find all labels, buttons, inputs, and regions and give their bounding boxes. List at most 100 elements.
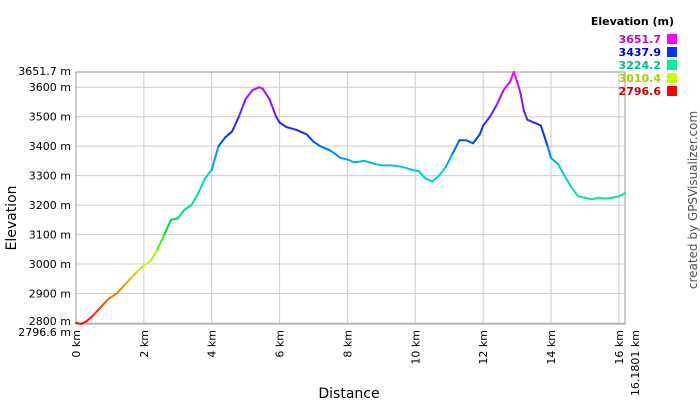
profile-segment [488,103,498,118]
profile-segment [261,87,271,101]
profile-segment [451,139,461,155]
legend: Elevation (m) 3651.73437.93224.23010.427… [591,15,677,98]
profile-segment [556,162,566,177]
y-tick-label: 3651.7 m [18,65,71,78]
profile-segment [465,139,474,145]
x-axis-ticks: 0 km 2 km 4 km 6 km 8 km 10 km 12 km 14 km 16 km… [70,330,642,396]
profile-segment [611,195,620,199]
profile-segment [190,192,200,207]
y-tick-label: 3000 m [29,258,71,271]
y-tick-label: 3500 m [29,111,71,124]
elevation-profile-line [75,71,626,325]
legend-swatch [667,60,677,70]
x-tick-label: 10 km [409,330,422,365]
profile-segment [319,145,332,152]
profile-segment [471,133,481,145]
profile-segment [183,204,193,211]
profile-segment [522,109,529,121]
profile-segment [363,159,376,165]
profile-segment [546,145,553,159]
y-axis-title: Elevation [4,185,20,250]
profile-segment [278,121,288,129]
profile-segment [210,145,220,171]
legend-value: 3437.9 [619,46,661,59]
profile-segment [583,196,593,201]
profile-segment [91,307,101,317]
profile-segment [617,192,626,198]
profile-segment [170,217,179,221]
profile-segment [417,170,427,180]
profile-segment [431,174,441,183]
profile-segment [604,196,614,200]
profile-segment [142,260,152,267]
profile-segment [275,115,281,124]
profile-segment [197,177,206,195]
profile-segment [312,140,322,148]
plot-frame [75,71,626,325]
profile-segment [516,80,522,95]
y-tick-label: 3300 m [29,170,71,183]
profile-segment [231,115,240,133]
profile-segment [237,98,247,118]
profile-segment [149,248,159,263]
profile-segment [495,89,505,106]
x-tick-label: 6 km [274,330,287,358]
profile-segment [339,156,349,161]
profile-segment [373,162,383,167]
legend-swatch [667,47,677,57]
x-tick-label: 8 km [341,330,354,358]
profile-segment [424,177,434,183]
y-tick-label: 3100 m [29,229,71,242]
credit-text: created by GPSVisualizer.com [686,111,700,289]
profile-segment [98,299,108,310]
profile-segment [353,159,366,164]
legend-value: 3224.2 [619,59,661,72]
profile-segment [526,118,536,124]
y-tick-label: 3400 m [29,140,71,153]
profile-segment [512,71,519,83]
legend-value: 3651.7 [619,33,661,46]
profile-segment [539,124,549,148]
profile-segment [478,124,485,136]
profile-segment [502,80,512,92]
profile-segment [597,196,607,200]
x-tick-label: 14 km [545,330,558,365]
profile-segment [244,89,254,101]
profile-segment [305,133,315,143]
profile-segment [550,156,559,165]
profile-segment [136,264,145,273]
profile-segment [400,165,413,171]
x-tick-label: 4 km [206,330,219,358]
legend-swatch [667,86,677,96]
x-tick-label: 16 km [613,330,626,365]
profile-segment [577,195,586,199]
legend-swatch [667,34,677,44]
y-tick-label: 3600 m [29,81,71,94]
x-tick-label: 0 km [70,330,83,358]
y-tick-label: 2796.6 m [18,326,71,339]
profile-segment [85,314,94,323]
profile-segment [329,149,342,159]
legend-value: 3010.4 [619,72,662,85]
profile-segment [482,115,491,127]
profile-segment [156,233,166,251]
profile-segment [563,174,573,189]
x-tick-label: 2 km [138,330,151,358]
profile-segment [346,158,356,164]
profile-segment [115,285,125,295]
y-tick-label: 3200 m [29,199,71,212]
x-tick-label: 16.1801 km [629,330,642,396]
profile-segment [295,128,308,136]
profile-segment [590,196,600,201]
profile-segment [129,270,139,280]
x-tick-label: 12 km [477,330,490,365]
legend-swatch [667,73,677,83]
x-axis-title: Distance [318,386,379,400]
profile-segment [410,168,420,173]
profile-segment [444,152,454,168]
legend-title: Elevation (m) [591,15,674,28]
profile-segment [285,126,298,131]
y-tick-label: 2800 m [29,315,71,328]
